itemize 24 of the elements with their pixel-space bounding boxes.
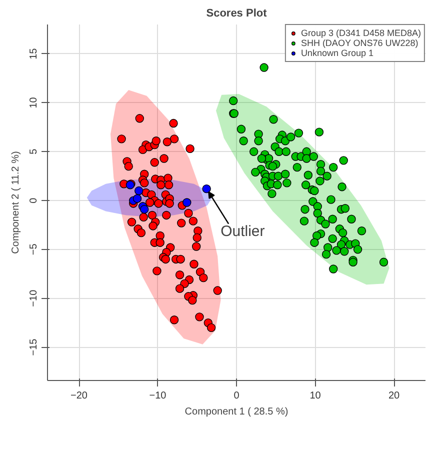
y-tick-label: 15 — [28, 48, 40, 60]
y-tick-label: −15 — [28, 338, 40, 356]
x-axis-title: Component 1 ( 28.5 %) — [184, 406, 288, 418]
x-tick-label: −20 — [70, 390, 88, 402]
x-tick-label: 0 — [234, 390, 240, 402]
point — [140, 205, 149, 214]
x-tick-label: 10 — [310, 390, 322, 402]
chart-title: Scores Plot — [206, 8, 268, 20]
point — [132, 194, 142, 203]
x-tick-label: −10 — [149, 390, 167, 402]
point — [202, 184, 211, 194]
x-tick-label: 20 — [388, 390, 400, 402]
legend-label: Unknown Group 1 — [300, 48, 374, 58]
point — [134, 186, 144, 196]
legend-label: SHH (DAOY ONS76 UW228) — [300, 38, 418, 48]
y-tick-label: −5 — [28, 243, 40, 256]
y-tick-label: 0 — [28, 197, 40, 204]
annotation: Outlier — [220, 222, 265, 240]
y-tick-label: −10 — [28, 289, 40, 307]
legend-label: Group 3 (D341 D458 MED8A) — [300, 28, 421, 38]
y-tick-label: 5 — [28, 148, 40, 154]
y-axis-title: Component 2 ( 11.2 %) — [10, 151, 22, 254]
y-tick-label: 10 — [28, 96, 40, 108]
point — [182, 198, 192, 207]
